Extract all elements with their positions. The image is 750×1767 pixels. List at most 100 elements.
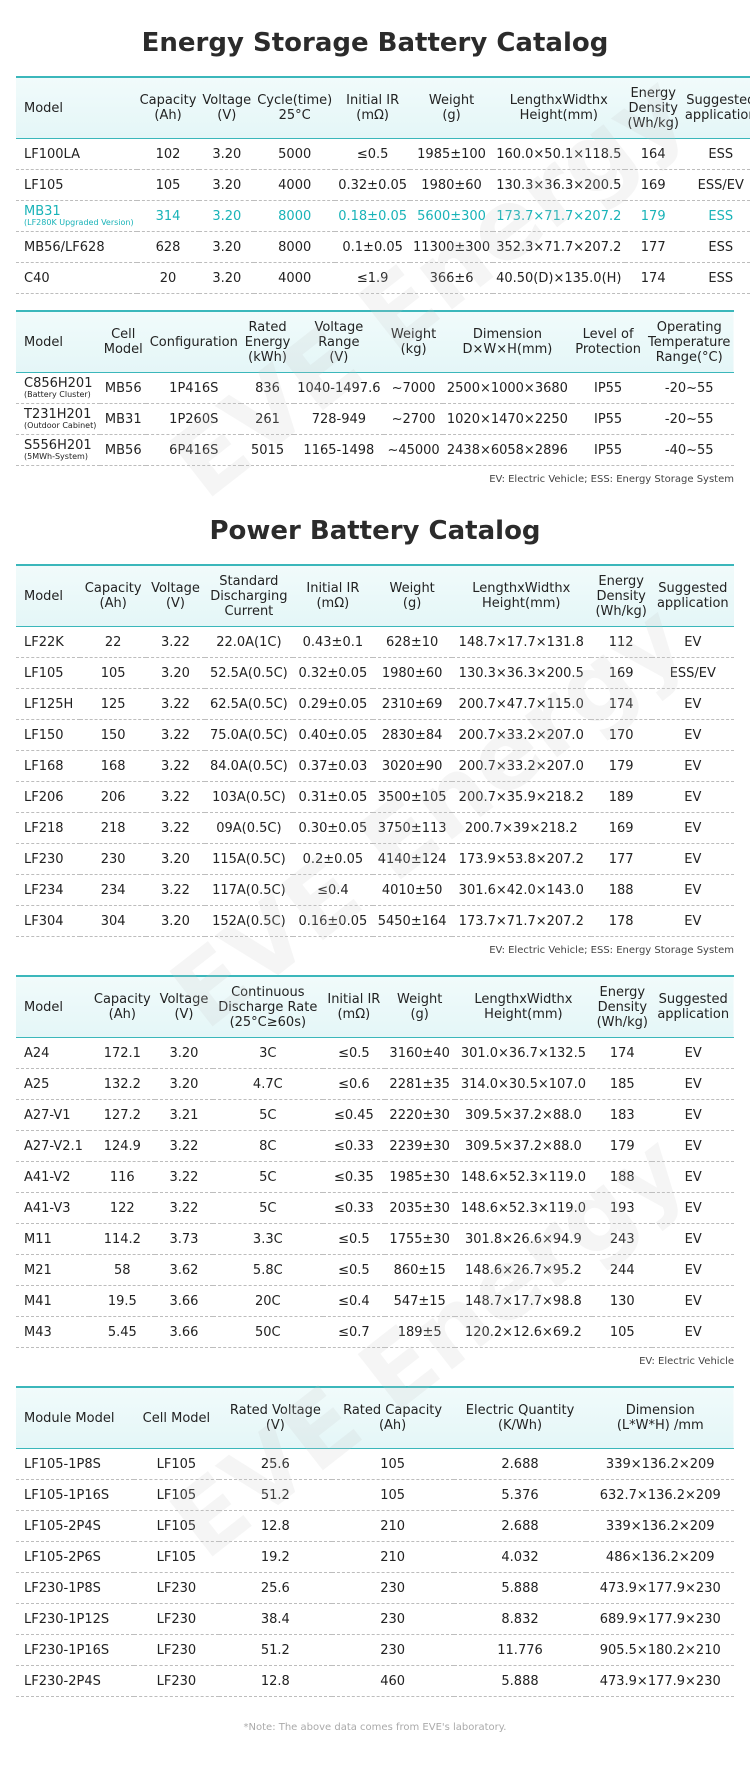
header-cell: Voltage (V) <box>146 564 205 627</box>
cell: ≤0.4 <box>293 874 373 906</box>
cell: LF105-2P6S <box>16 1541 134 1573</box>
cell: 5.45 <box>89 1316 156 1348</box>
cell: 1165-1498 <box>293 434 385 466</box>
cell: EV <box>651 626 734 658</box>
header-line: (mΩ) <box>337 1007 371 1022</box>
header-cell: Energy Density (Wh/kg) <box>590 564 652 627</box>
cell: 8C <box>212 1130 323 1162</box>
cell: 4.7C <box>212 1068 323 1100</box>
header-line: Height(mm) <box>482 596 561 611</box>
cell: 3.22 <box>146 781 205 813</box>
header-line: Cell Model <box>142 1410 211 1426</box>
header-line: (L*W*H) /mm <box>616 1418 704 1433</box>
cell: ≤0.33 <box>322 1192 385 1224</box>
cell: IP55 <box>571 434 645 466</box>
cell: 3.20 <box>199 262 255 294</box>
header-cell: Model <box>16 564 80 627</box>
header-line: Dimension <box>625 1403 695 1418</box>
cell: 5C <box>212 1192 323 1224</box>
data-row: LF22K 22 3.22 22.0A(1C) 0.43±0.1 628±10 148.7×… <box>16 626 734 658</box>
cell: EV <box>651 688 734 720</box>
cell: 1755±30 <box>384 1223 455 1255</box>
cell: 301.0×36.7×132.5 <box>454 1037 593 1069</box>
data-row: LF105-2P6S LF105 19.2 210 4.032 486×136.2×209 <box>16 1541 734 1573</box>
cell: 103A(0.5C) <box>204 781 294 813</box>
cell: LF125H <box>16 688 80 720</box>
cell: 4.032 <box>453 1541 587 1573</box>
header-cell: Standard Discharging Current <box>204 564 294 627</box>
cell: 3.20 <box>199 169 255 201</box>
spec-table: Model Cell Model Configuration Rated Energy (k… <box>16 310 734 466</box>
cell: EV <box>652 1192 734 1224</box>
cell: 0.32±0.05 <box>335 169 411 201</box>
cell: LF105-2P4S <box>16 1510 134 1542</box>
header-line: Weight <box>428 93 475 108</box>
cell: M21 <box>16 1254 90 1286</box>
header-cell: Rated Energy (kWh) <box>241 310 294 373</box>
data-row: A25 132.2 3.20 4.7C ≤0.6 2281±35 314.0×30.5×10… <box>16 1068 734 1100</box>
cell: ~7000 <box>384 372 444 404</box>
header-cell: LengthxWidthx Height(mm) <box>451 564 591 627</box>
cell: 5.888 <box>453 1572 587 1604</box>
cell: 124.9 <box>89 1130 156 1162</box>
cell: 3C <box>212 1037 323 1069</box>
cell: 1980±60 <box>372 657 452 689</box>
cell: IP55 <box>571 372 645 404</box>
cell: 3.20 <box>146 905 205 937</box>
cell: 309.5×37.2×88.0 <box>454 1130 593 1162</box>
footnote: *Note: The above data comes from EVE's l… <box>243 1722 507 1733</box>
cell: 486×136.2×209 <box>586 1541 734 1573</box>
header-line: (kg) <box>400 342 427 357</box>
header-row: Model Capacity (Ah) Voltage (V) Standard Disch… <box>16 564 734 627</box>
header-line: Discharging <box>210 588 288 604</box>
cell: LF105 <box>133 1541 220 1573</box>
cell: 127.2 <box>89 1099 156 1131</box>
cell: EV <box>652 1068 734 1100</box>
header-cell: Model <box>16 975 90 1038</box>
cell: 62.5A(0.5C) <box>204 688 294 720</box>
cell: LF230 <box>133 1572 220 1604</box>
table-head: Model Cell Model Configuration Rated Energy (k… <box>16 310 734 373</box>
cell: 105 <box>331 1479 454 1511</box>
header-line: application <box>684 108 750 123</box>
header-row: Model Capacity (Ah) Voltage (V) Continuous Dis… <box>16 975 734 1038</box>
header-line: Energy <box>244 334 291 350</box>
cell: 173.9×53.8×207.2 <box>451 843 591 875</box>
cell: LF234 <box>16 874 80 906</box>
header-row: Model Cell Model Configuration Rated Energy (k… <box>16 310 734 373</box>
cell: 234 <box>79 874 147 906</box>
cell: LF206 <box>16 781 80 813</box>
cell: A25 <box>16 1068 90 1100</box>
data-row: S556H201 (5MWh-System) MB56 6P416S 5015 1165-… <box>16 434 734 466</box>
cell: 1985±30 <box>384 1161 455 1193</box>
cell: 3.62 <box>155 1254 213 1286</box>
cell: 3020±90 <box>372 750 452 782</box>
cell: LF230 <box>16 843 80 875</box>
cell: 3750±113 <box>372 812 452 844</box>
cell: -20~55 <box>644 403 734 435</box>
cell: ≤0.7 <box>322 1316 385 1348</box>
cell: 3.22 <box>146 626 205 658</box>
cell: ≤0.45 <box>322 1099 385 1131</box>
table-body: LF22K 22 3.22 22.0A(1C) 0.43±0.1 628±10 148.7×… <box>16 626 734 937</box>
cell: LF230-1P16S <box>16 1634 134 1666</box>
cell: 628±10 <box>372 626 452 658</box>
header-line: application <box>657 1007 730 1022</box>
cell: 301.8×26.6×94.9 <box>454 1223 593 1255</box>
cell: 105 <box>331 1448 454 1480</box>
cell: 304 <box>79 905 147 937</box>
cell: 105 <box>592 1316 653 1348</box>
cell: 130.3×36.3×200.5 <box>451 657 591 689</box>
cell: 210 <box>331 1541 454 1573</box>
cell: 38.4 <box>219 1603 332 1635</box>
cell: 20 <box>136 262 200 294</box>
cell: 339×136.2×209 <box>586 1448 734 1480</box>
cell: 1040-1497.6 <box>293 372 385 404</box>
data-row: C40 20 3.20 4000 ≤1.9 366±6 40.50(D)×135.0(H) 1… <box>16 262 750 294</box>
cell: 2220±30 <box>384 1099 455 1131</box>
header-line: (Ah) <box>108 1007 136 1022</box>
cell: 4140±124 <box>372 843 452 875</box>
table-note: EV: Electric Vehicle <box>639 1356 734 1367</box>
data-row: MB31 (LF280K Upgraded Version) 314 3.20 8000… <box>16 200 750 232</box>
header-line: Energy <box>630 85 676 101</box>
